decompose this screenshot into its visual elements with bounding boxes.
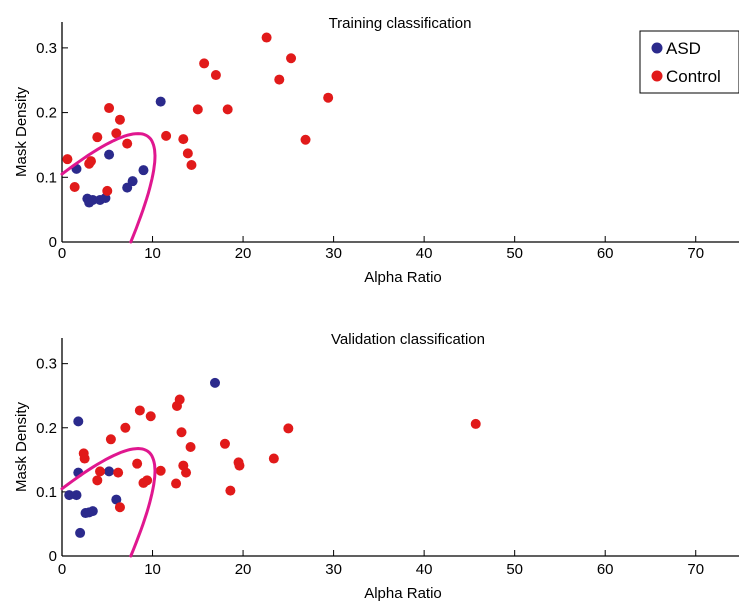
control-point bbox=[178, 134, 189, 145]
control-point bbox=[142, 475, 153, 486]
control-point bbox=[102, 185, 113, 196]
control-point bbox=[176, 427, 187, 438]
control-point bbox=[122, 138, 133, 149]
control-point bbox=[286, 53, 297, 64]
x-tick-label: 60 bbox=[597, 561, 614, 578]
asd-point bbox=[104, 149, 115, 160]
asd-point bbox=[111, 494, 122, 505]
control-point bbox=[186, 160, 197, 170]
asd-point bbox=[87, 194, 98, 205]
x-tick-label: 50 bbox=[506, 245, 523, 262]
asd-point bbox=[87, 506, 98, 517]
control-point bbox=[219, 438, 230, 449]
asd-point bbox=[155, 96, 166, 107]
control-point bbox=[182, 148, 193, 159]
control-point bbox=[274, 74, 285, 85]
control-point bbox=[114, 502, 125, 513]
legend-marker bbox=[651, 70, 663, 82]
asd-point bbox=[71, 490, 82, 501]
x-tick-label: 70 bbox=[687, 245, 704, 262]
asd-point bbox=[73, 416, 84, 427]
control-point bbox=[185, 442, 196, 452]
control-point bbox=[62, 154, 73, 165]
control-point bbox=[132, 458, 143, 469]
control-point bbox=[92, 475, 103, 486]
control-point bbox=[105, 434, 116, 445]
control-point bbox=[283, 423, 294, 434]
control-point bbox=[92, 132, 103, 143]
asd-point bbox=[127, 176, 138, 187]
asd-point bbox=[138, 165, 149, 176]
x-tick-label: 0 bbox=[58, 561, 66, 578]
x-tick-label: 40 bbox=[416, 561, 433, 578]
x-tick-label: 40 bbox=[416, 245, 433, 262]
legend-entry: ASD bbox=[666, 39, 701, 58]
control-point bbox=[111, 128, 122, 139]
legend-box bbox=[639, 30, 739, 94]
decision-boundary-curve bbox=[60, 446, 157, 558]
control-point bbox=[192, 104, 203, 115]
control-point bbox=[199, 58, 210, 69]
control-point bbox=[113, 467, 124, 478]
control-point bbox=[470, 418, 481, 429]
training-panel: 0 10 20 30 40 50 60 70 0 0.1 0.2 0.3 Training classi… bbox=[13, 15, 739, 286]
legend-marker bbox=[651, 42, 663, 54]
chart-title: Validation classification bbox=[331, 331, 485, 348]
asd-point bbox=[64, 490, 75, 501]
control-point bbox=[210, 70, 221, 81]
x-tick-label: 20 bbox=[235, 245, 252, 262]
asd-point bbox=[104, 466, 115, 477]
x-axis-label: Alpha Ratio bbox=[364, 585, 442, 602]
y-tick-label: 0.1 bbox=[36, 169, 57, 186]
x-tick-label: 20 bbox=[235, 561, 252, 578]
x-tick-label: 60 bbox=[597, 245, 614, 262]
x-tick-label: 30 bbox=[325, 561, 342, 578]
control-point bbox=[161, 130, 172, 141]
control-point bbox=[120, 422, 131, 433]
control-point bbox=[225, 485, 236, 496]
control-point bbox=[268, 453, 279, 464]
legend-entry: Control bbox=[666, 67, 721, 86]
y-tick-label: 0 bbox=[49, 234, 57, 251]
y-tick-label: 0.2 bbox=[36, 105, 57, 122]
control-point bbox=[69, 182, 80, 192]
control-point bbox=[234, 460, 245, 471]
control-point bbox=[114, 114, 125, 125]
control-point bbox=[222, 104, 233, 115]
x-tick-label: 50 bbox=[506, 561, 523, 578]
y-axis-label: Mask Density bbox=[13, 86, 30, 177]
y-axis-label: Mask Density bbox=[13, 401, 30, 492]
control-point bbox=[171, 478, 182, 489]
control-point bbox=[174, 394, 185, 405]
control-point bbox=[134, 405, 145, 416]
x-tick-label: 70 bbox=[687, 561, 704, 578]
control-point bbox=[95, 466, 106, 477]
y-tick-label: 0.1 bbox=[36, 484, 57, 501]
control-point bbox=[79, 453, 90, 464]
legend: ASD Control bbox=[639, 30, 739, 94]
control-point bbox=[104, 103, 115, 114]
control-point bbox=[323, 92, 334, 103]
control-point bbox=[181, 467, 192, 478]
asd-point bbox=[75, 527, 86, 538]
x-tick-label: 10 bbox=[144, 561, 161, 578]
asd-point bbox=[210, 377, 221, 388]
decision-boundary-curve bbox=[60, 132, 157, 244]
y-tick-label: 0.3 bbox=[36, 40, 57, 57]
control-point bbox=[85, 156, 96, 167]
x-tick-label: 0 bbox=[58, 245, 66, 262]
chart-title: Training classification bbox=[329, 15, 472, 32]
control-point bbox=[145, 411, 156, 422]
y-tick-label: 0 bbox=[49, 548, 57, 565]
x-tick-label: 10 bbox=[144, 245, 161, 262]
y-tick-label: 0.2 bbox=[36, 420, 57, 437]
y-tick-label: 0.3 bbox=[36, 356, 57, 373]
control-point bbox=[261, 32, 272, 43]
validation-panel: 0 10 20 30 40 50 60 70 0 0.1 0.2 0.3 Validation clas… bbox=[13, 331, 739, 602]
x-axis-label: Alpha Ratio bbox=[364, 269, 442, 286]
control-point bbox=[300, 134, 311, 145]
x-tick-label: 30 bbox=[325, 245, 342, 262]
control-point bbox=[155, 465, 166, 476]
